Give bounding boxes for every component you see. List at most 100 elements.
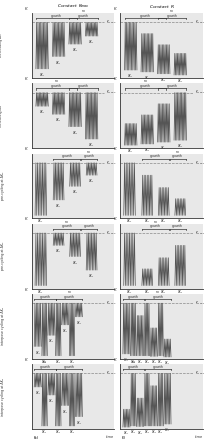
Text: time: time bbox=[106, 155, 114, 159]
Text: Constant $R$: Constant $R$ bbox=[148, 3, 174, 10]
Text: (f): (f) bbox=[122, 225, 126, 229]
Text: $\Delta K_0$: $\Delta K_0$ bbox=[157, 429, 163, 436]
Text: (e): (e) bbox=[33, 225, 39, 229]
Text: $K$: $K$ bbox=[112, 5, 118, 12]
Text: $\Delta K_1$: $\Delta K_1$ bbox=[39, 109, 45, 116]
Text: $\Delta K_2$: $\Delta K_2$ bbox=[143, 74, 150, 82]
Text: $\Delta K_4$: $\Delta K_4$ bbox=[75, 319, 82, 327]
Text: growth: growth bbox=[139, 14, 150, 18]
Text: Increasing ΔK with
pre-cycling at ΔK₀: Increasing ΔK with pre-cycling at ΔK₀ bbox=[0, 242, 5, 271]
Text: $K_{max,b}$: $K_{max,b}$ bbox=[105, 299, 116, 307]
Text: $\Delta K_0$: $\Delta K_0$ bbox=[130, 429, 136, 436]
Text: (a): (a) bbox=[33, 85, 39, 89]
Text: growth: growth bbox=[152, 365, 163, 369]
Text: growth: growth bbox=[61, 154, 72, 158]
Text: $\Delta K_2$: $\Delta K_2$ bbox=[136, 358, 143, 366]
Text: $\Delta K_0$: $\Delta K_0$ bbox=[41, 358, 48, 366]
Text: $\Delta K_3$: $\Delta K_3$ bbox=[71, 47, 78, 54]
Text: $\Delta K_2$: $\Delta K_2$ bbox=[48, 338, 54, 345]
Text: $K$: $K$ bbox=[24, 286, 29, 293]
Text: $K_{max,b}$: $K_{max,b}$ bbox=[194, 18, 204, 26]
Text: $\Delta K_1$: $\Delta K_1$ bbox=[34, 389, 41, 397]
Text: $K_{max,b}$: $K_{max,b}$ bbox=[105, 89, 116, 96]
Text: growth: growth bbox=[51, 14, 62, 18]
Text: $\Delta K_1$: $\Delta K_1$ bbox=[127, 73, 133, 80]
Text: $K$: $K$ bbox=[112, 286, 118, 293]
Text: time: time bbox=[106, 225, 114, 229]
Text: $\Delta K_1$: $\Delta K_1$ bbox=[127, 148, 133, 155]
Text: $K_{max,b}$: $K_{max,b}$ bbox=[194, 370, 204, 377]
Text: (l): (l) bbox=[122, 436, 126, 440]
Text: no
growth: no growth bbox=[61, 220, 72, 228]
Text: time: time bbox=[194, 295, 202, 299]
Text: $\Delta K_3$: $\Delta K_3$ bbox=[150, 429, 156, 436]
Text: $\Delta K_2$: $\Delta K_2$ bbox=[55, 117, 62, 125]
Text: (j): (j) bbox=[122, 366, 126, 370]
Text: $\Delta K_0$: $\Delta K_0$ bbox=[143, 429, 149, 436]
Text: growth: growth bbox=[128, 294, 138, 299]
Text: $\Delta K_2$: $\Delta K_2$ bbox=[143, 147, 150, 154]
Text: $\Delta K_0$: $\Delta K_0$ bbox=[125, 218, 132, 225]
Text: $\Delta K_0$: $\Delta K_0$ bbox=[143, 358, 149, 366]
Text: $\Delta K_1$: $\Delta K_1$ bbox=[143, 218, 150, 225]
Text: $\Delta K_1$: $\Delta K_1$ bbox=[55, 202, 62, 210]
Text: growth: growth bbox=[39, 294, 50, 299]
Text: $\Delta K_1$: $\Delta K_1$ bbox=[34, 349, 41, 356]
Text: $\Delta K_0$: $\Delta K_0$ bbox=[69, 429, 75, 436]
Text: $\Delta K_1$: $\Delta K_1$ bbox=[123, 356, 129, 364]
Text: time: time bbox=[106, 365, 114, 369]
Text: $\Delta K_3$: $\Delta K_3$ bbox=[62, 408, 68, 416]
Text: time: time bbox=[106, 436, 114, 440]
Text: growth: growth bbox=[83, 224, 94, 228]
Text: time: time bbox=[194, 365, 202, 369]
Text: no
growth: no growth bbox=[83, 150, 94, 158]
Text: growth: growth bbox=[78, 84, 88, 88]
Text: $K$: $K$ bbox=[112, 356, 118, 363]
Text: $\Delta K_0$: $\Delta K_0$ bbox=[55, 429, 61, 436]
Text: $\Delta K_0$: $\Delta K_0$ bbox=[55, 358, 61, 366]
Text: $\Delta K_4$: $\Delta K_4$ bbox=[88, 142, 94, 149]
Text: $K$: $K$ bbox=[112, 75, 118, 82]
Text: Increasing ΔK: Increasing ΔK bbox=[0, 105, 3, 127]
Text: $\Delta K_1$: $\Delta K_1$ bbox=[39, 71, 45, 79]
Text: $\Delta K_4$: $\Delta K_4$ bbox=[164, 426, 170, 434]
Text: time: time bbox=[194, 436, 202, 440]
Text: Decreasing ΔK: Decreasing ΔK bbox=[0, 34, 3, 57]
Text: no
growth: no growth bbox=[128, 360, 138, 369]
Text: $K_{max,b}$: $K_{max,b}$ bbox=[105, 229, 116, 237]
Text: $K$: $K$ bbox=[24, 356, 29, 363]
Text: no
growth: no growth bbox=[78, 9, 88, 18]
Text: $K_{max,b}$: $K_{max,b}$ bbox=[194, 299, 204, 307]
Text: (k): (k) bbox=[33, 436, 39, 440]
Text: (b): (b) bbox=[122, 85, 127, 89]
Text: $\Delta K_3$: $\Delta K_3$ bbox=[176, 218, 183, 225]
Text: $K_{max,b}$: $K_{max,b}$ bbox=[194, 159, 204, 167]
Text: $K_{max,b}$: $K_{max,b}$ bbox=[194, 89, 204, 96]
Text: $\Delta K_4$: $\Delta K_4$ bbox=[164, 359, 170, 367]
Text: $\Delta K_3$: $\Delta K_3$ bbox=[176, 288, 183, 296]
Text: $\Delta K_3$: $\Delta K_3$ bbox=[62, 327, 68, 335]
Text: no
growth: no growth bbox=[149, 220, 160, 228]
Text: Decreasing ΔK with
interpose cycling at ΔK₀: Decreasing ΔK with interpose cycling at … bbox=[0, 308, 5, 345]
Text: Increasing ΔK with
interpose cycling at ΔK₀: Increasing ΔK with interpose cycling at … bbox=[0, 378, 5, 415]
Text: $\Delta K_3$: $\Delta K_3$ bbox=[88, 178, 94, 185]
Text: Decreasing ΔK with
pre-cycling at ΔK₀: Decreasing ΔK with pre-cycling at ΔK₀ bbox=[0, 170, 5, 202]
Text: no
growth: no growth bbox=[172, 150, 182, 158]
Text: $\Delta K_0$: $\Delta K_0$ bbox=[41, 429, 48, 436]
Text: $\Delta K_2$: $\Delta K_2$ bbox=[48, 397, 54, 405]
Text: $\Delta K_0$: $\Delta K_0$ bbox=[37, 218, 44, 225]
Text: (h): (h) bbox=[122, 295, 127, 299]
Text: growth: growth bbox=[149, 154, 160, 158]
Text: no
growth: no growth bbox=[166, 9, 177, 18]
Text: (c): (c) bbox=[33, 155, 38, 159]
Text: $\Delta K_3$: $\Delta K_3$ bbox=[71, 129, 78, 137]
Text: no
growth: no growth bbox=[64, 290, 74, 299]
Text: time: time bbox=[194, 225, 202, 229]
Text: $K$: $K$ bbox=[24, 5, 29, 12]
Text: $\Delta K_3$: $\Delta K_3$ bbox=[150, 359, 156, 367]
Text: $\Delta K_1$: $\Delta K_1$ bbox=[55, 248, 62, 256]
Text: $\Delta K_2$: $\Delta K_2$ bbox=[55, 59, 62, 66]
Text: $\Delta K_4$: $\Delta K_4$ bbox=[176, 143, 183, 150]
Text: $\Delta K_4$: $\Delta K_4$ bbox=[88, 39, 94, 46]
Text: $K$: $K$ bbox=[24, 216, 29, 223]
